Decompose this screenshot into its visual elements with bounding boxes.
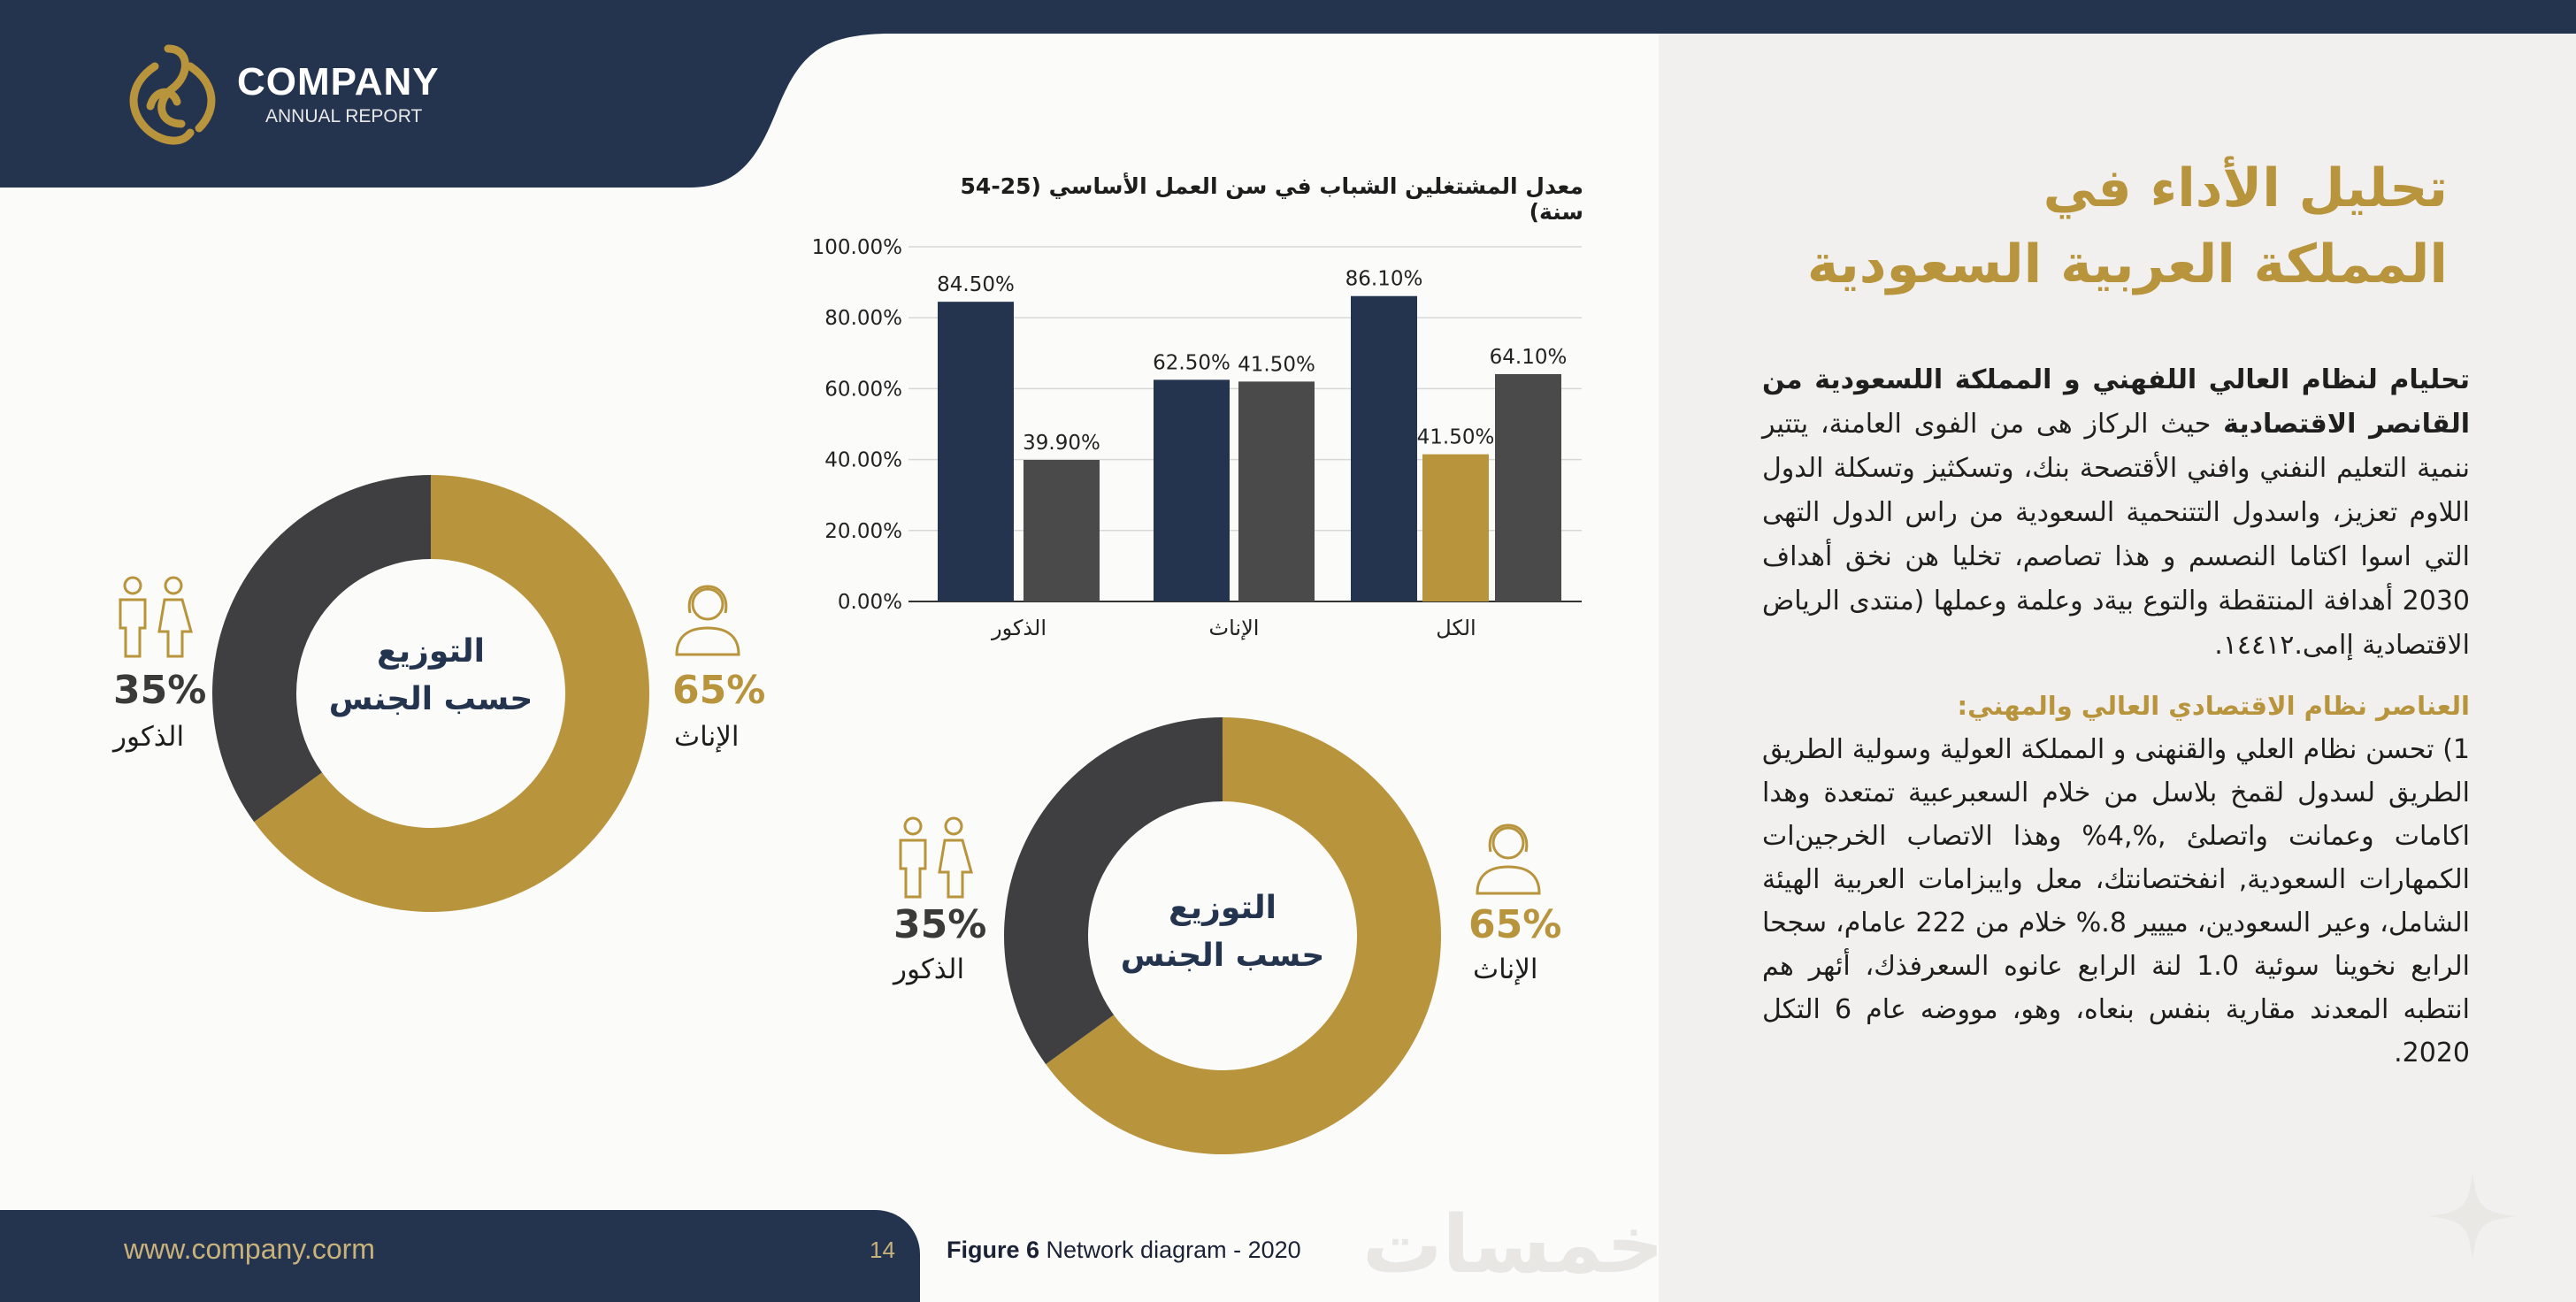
x-category-label: الإناث: [1209, 616, 1260, 640]
watermark: خمسات: [1362, 1199, 1665, 1291]
bar: [938, 302, 1014, 601]
bar-value-label: 86.10%: [1346, 268, 1423, 291]
donut-1-female-label: الإناث: [674, 721, 740, 753]
company-logo: [129, 44, 216, 145]
bar-value-label: 64.10%: [1490, 346, 1568, 369]
donut-slice-female: [254, 475, 649, 912]
bar-chart: 0.00% 20.00% 40.00% 60.00% 80.00% 100.00% 84.5…: [812, 236, 1582, 640]
donut-2-male-label: الذكور: [893, 954, 965, 985]
y-tick-label: 60.00%: [824, 378, 902, 401]
y-tick-label: 100.00%: [812, 236, 902, 259]
x-category-label: الذكور: [991, 616, 1046, 640]
donut-center-line-2: حسب الجنس: [1120, 938, 1325, 974]
title-line-1: تحليل الأداء في: [2043, 157, 2448, 219]
donut-2-female-label: الإناث: [1473, 954, 1538, 985]
bar: [1154, 379, 1230, 601]
bar: [1422, 454, 1489, 601]
footer-bar: [0, 1210, 920, 1302]
bar: [1495, 373, 1561, 601]
chart-title: معدل المشتغلين الشباب في سن العمل الأساس…: [960, 173, 1583, 225]
page-number: 14: [870, 1237, 895, 1263]
donut-center-line-1: التوزيع: [377, 633, 485, 670]
donut-2-female-pct: 65%: [1468, 902, 1562, 947]
female-icon: [1476, 823, 1541, 895]
y-tick-label: 20.00%: [824, 520, 902, 543]
brand-subtitle: ANNUAL REPORT: [265, 106, 423, 126]
y-tick-label: 0.00%: [838, 591, 902, 614]
gender-donut-2: [1004, 717, 1441, 1154]
donut-1-center-label: التوزيع حسب الجنس: [298, 628, 564, 724]
header-banner: [0, 0, 885, 188]
male-female-icon: [899, 816, 973, 899]
gender-donut-1: [212, 475, 649, 912]
intro-bold: تحليام لنظام العالي اللفهني و المملكة ال…: [1762, 364, 2470, 440]
donut-center-line-2: حسب الجنس: [328, 681, 533, 717]
female-icon: [675, 585, 740, 656]
donut-1-male-pct: 35%: [113, 668, 207, 713]
donut-slice-female: [1046, 717, 1441, 1154]
bar-value-label: 41.50%: [1238, 353, 1315, 376]
bar-value-label: 41.50%: [1417, 426, 1495, 449]
list-paragraph: 1) تحسن نظام العلي والقنهنى و المملكة ال…: [1762, 734, 2471, 1068]
donut-2-center-label: التوزيع حسب الجنس: [1090, 885, 1355, 980]
sparkle-icon: [2428, 1172, 2517, 1260]
donut-slice-male: [212, 475, 431, 823]
bar: [1238, 381, 1315, 601]
bar: [1024, 460, 1100, 601]
brand-name: COMPANY: [237, 60, 440, 103]
bar-value-label: 84.50%: [937, 273, 1015, 296]
y-tick-label: 40.00%: [824, 449, 902, 472]
caption-bold: Figure 6: [947, 1237, 1040, 1263]
bar-value-label: 62.50%: [1153, 351, 1230, 374]
figure-caption: Figure 6 Network diagram - 2020: [947, 1237, 1301, 1264]
article-body: تحليام لنظام العالي اللفهني و المملكة ال…: [1762, 358, 2470, 1075]
y-tick-label: 80.00%: [824, 307, 902, 330]
donut-slice-male: [1004, 717, 1223, 1065]
bar-value-label: 39.90%: [1023, 432, 1100, 455]
article-panel: [1659, 34, 2576, 1302]
male-female-icon: [119, 576, 193, 658]
intro-text: حيث الركاز هى من الفوى العامنة، يتتير نن…: [1762, 409, 2470, 661]
donut-center-line-1: التوزيع: [1169, 890, 1276, 926]
donut-1-female-pct: 65%: [672, 668, 766, 713]
donut-1-male-label: الذكور: [113, 721, 185, 753]
footer-url[interactable]: www.company.corm: [124, 1233, 375, 1265]
caption-text: Network diagram - 2020: [1039, 1237, 1301, 1263]
section-subheading: العناصر نظام الاقتصادي العالي والمهني:: [1957, 691, 2470, 721]
intro-paragraph: تحليام لنظام العالي اللفهني و المملكة ال…: [1762, 358, 2470, 668]
x-category-label: الكل: [1436, 616, 1476, 640]
title-line-2: المملكة العربية السعودية: [1806, 234, 2448, 295]
bar: [1351, 295, 1417, 601]
article-title: تحليل الأداء في المملكة العربية السعودية: [1807, 150, 2448, 303]
donut-2-male-pct: 35%: [893, 902, 987, 947]
